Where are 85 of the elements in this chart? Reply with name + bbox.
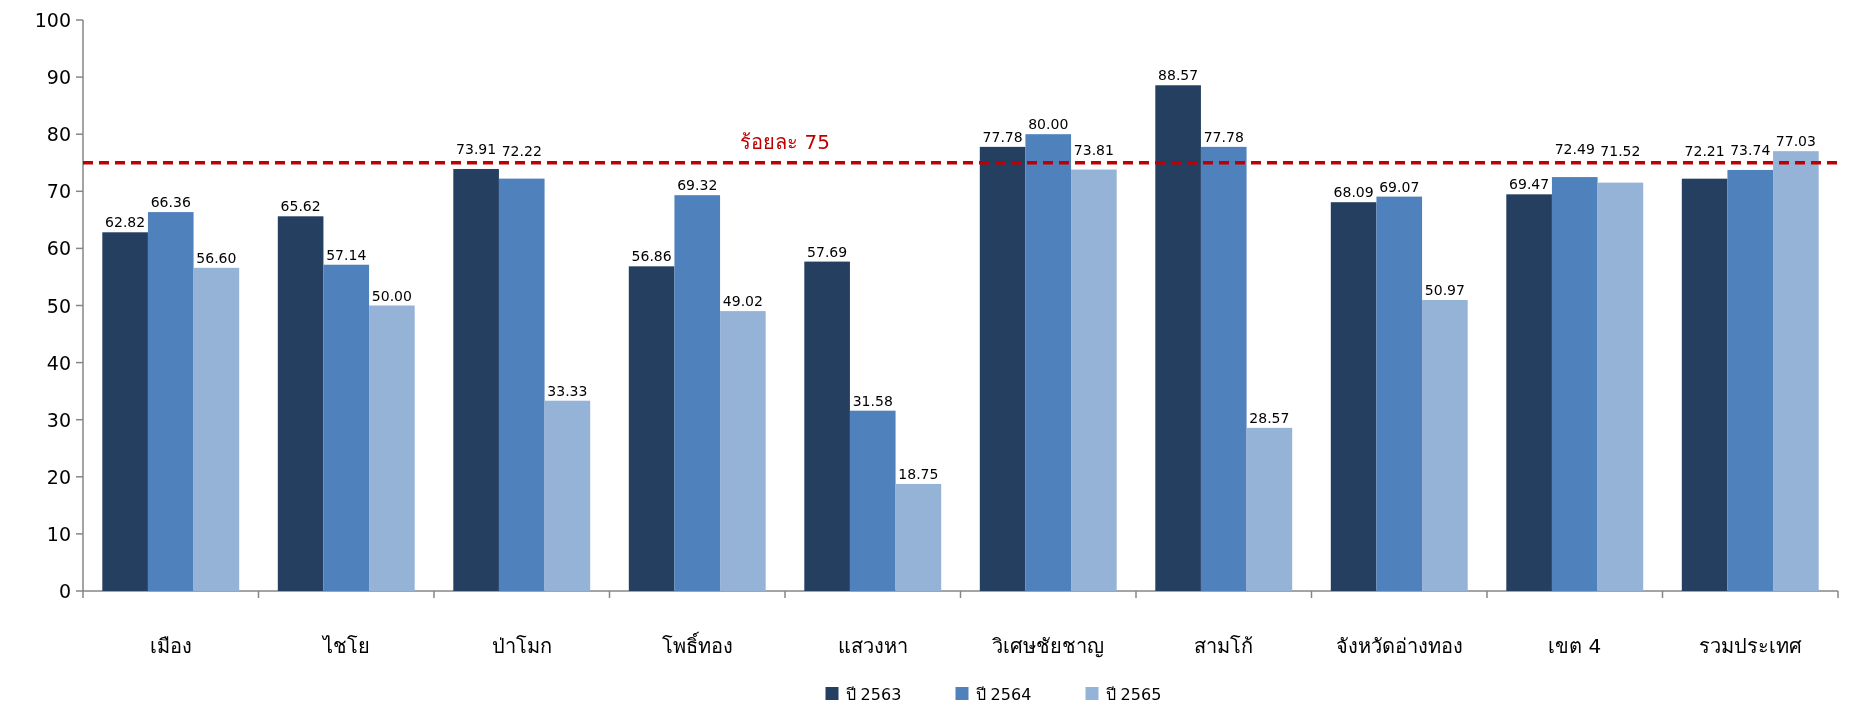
data-label: 50.00: [371, 287, 412, 304]
data-label: 62.82: [105, 214, 146, 231]
bar: [1597, 182, 1644, 591]
data-label: 72.22: [501, 142, 542, 159]
y-tick-label: 30: [46, 408, 71, 431]
bar: [1155, 85, 1201, 591]
bar: [277, 216, 324, 591]
data-label: 66.36: [150, 194, 191, 211]
y-tick-label: 40: [46, 351, 71, 374]
data-label: 31.58: [852, 392, 893, 409]
data-label: 18.75: [898, 465, 939, 482]
y-tick-label: 10: [46, 522, 71, 545]
bar: [895, 483, 942, 591]
bar: [102, 232, 148, 591]
x-tick-label: เขต 4: [1548, 634, 1602, 658]
bar: [193, 267, 240, 591]
data-label: 56.60: [196, 249, 237, 266]
x-tick-label: แสวงหา: [837, 634, 908, 658]
y-tick-label: 70: [46, 180, 71, 203]
ref-line-label: ร้อยละ 75: [740, 129, 830, 154]
data-label: 72.49: [1554, 141, 1595, 158]
bar: [804, 261, 850, 591]
legend-label: ปี 2563: [845, 685, 902, 704]
data-label: 65.62: [280, 198, 321, 215]
bar: [979, 146, 1026, 591]
data-label: 88.57: [1158, 67, 1199, 84]
y-tick-label: 100: [34, 9, 71, 31]
bar: [1551, 177, 1598, 591]
bar: [720, 311, 766, 591]
data-label: 56.86: [631, 248, 672, 265]
data-label: 69.32: [677, 177, 718, 194]
data-label: 72.21: [1684, 142, 1725, 159]
bar: [849, 410, 896, 591]
bar: [369, 305, 415, 591]
bar: [1422, 299, 1468, 591]
data-label: 73.91: [456, 140, 497, 157]
data-label: 80.00: [1028, 116, 1069, 133]
x-tick-label: โพธิ์ทอง: [661, 631, 733, 658]
data-label: 57.14: [326, 246, 367, 263]
bar: [1681, 178, 1728, 591]
y-tick-label: 50: [46, 294, 71, 317]
x-tick-label: ป่าโมก: [491, 634, 552, 658]
x-tick-label: รวมประเทศ: [1698, 634, 1802, 658]
data-label: 77.78: [1203, 128, 1244, 145]
bar: [674, 195, 721, 591]
bar: [1025, 134, 1072, 591]
y-tick-label: 90: [46, 66, 71, 89]
bar: [1246, 427, 1293, 591]
bar: [1506, 194, 1552, 591]
data-label: 69.47: [1509, 176, 1550, 193]
bar: [1376, 196, 1423, 591]
bar: [323, 264, 370, 591]
bar: [1773, 151, 1819, 591]
x-tick-label: วิเศษชัยชาญ: [992, 634, 1105, 658]
x-tick-label: ไชโย: [320, 634, 370, 658]
data-label: 33.33: [547, 382, 588, 399]
data-label: 77.78: [982, 128, 1023, 145]
data-label: 50.97: [1424, 281, 1465, 298]
data-label: 71.52: [1600, 142, 1641, 159]
bar: [453, 168, 499, 591]
data-label: 73.74: [1730, 141, 1771, 158]
y-tick-label: 20: [46, 465, 71, 488]
y-tick-label: 80: [46, 123, 71, 146]
data-label: 73.81: [1073, 141, 1114, 158]
bar: [498, 178, 545, 591]
data-label: 68.09: [1333, 184, 1374, 201]
x-tick-label: เมือง: [149, 634, 192, 658]
bar: [544, 400, 591, 591]
data-label: 57.69: [807, 243, 848, 260]
bar: [147, 212, 194, 591]
bar: [1071, 169, 1117, 591]
data-label: 77.03: [1775, 133, 1816, 150]
x-tick-label: สามโก้: [1194, 634, 1254, 658]
data-label: 28.57: [1249, 409, 1290, 426]
y-tick-label: 60: [46, 237, 71, 260]
bar: [1330, 202, 1377, 591]
data-label: 49.02: [722, 293, 763, 310]
legend-label: ปี 2564: [975, 685, 1032, 704]
bar: [628, 266, 675, 591]
bar: [1200, 146, 1247, 591]
legend-label: ปี 2565: [1105, 685, 1162, 704]
x-tick-label: จังหวัดอ่างทอง: [1335, 634, 1463, 658]
data-label: 69.07: [1379, 178, 1420, 195]
y-tick-label: 0: [58, 580, 71, 602]
bar: [1727, 169, 1774, 591]
